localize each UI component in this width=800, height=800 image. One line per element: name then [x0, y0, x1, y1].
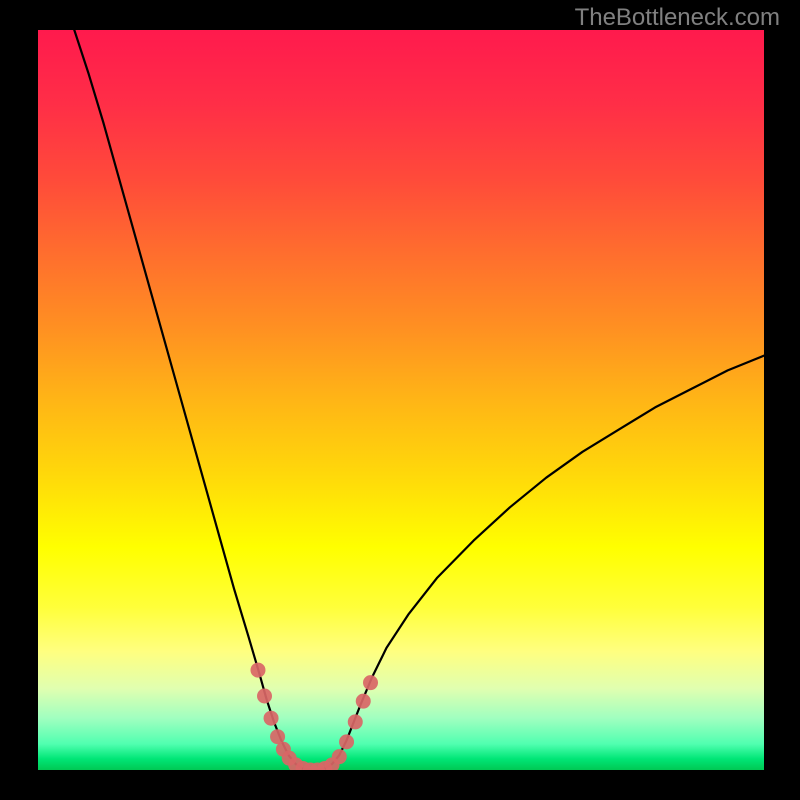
chart-container: { "canvas": { "width": 800, "height": 80…: [0, 0, 800, 800]
gradient-background: [38, 30, 764, 770]
plot-area: [38, 30, 764, 770]
watermark-text: TheBottleneck.com: [575, 4, 780, 32]
